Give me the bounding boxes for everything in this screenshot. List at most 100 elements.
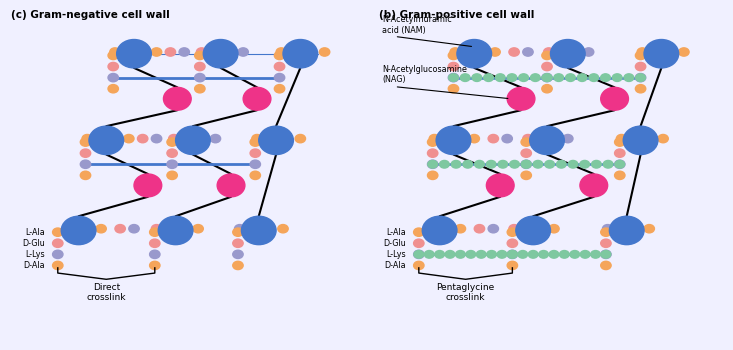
Ellipse shape [603,160,613,168]
Ellipse shape [644,40,679,68]
Text: D-Ala: D-Ala [384,261,405,270]
Ellipse shape [449,62,459,71]
Ellipse shape [583,48,594,56]
Ellipse shape [89,126,124,155]
Ellipse shape [554,74,564,82]
Ellipse shape [150,239,160,247]
Ellipse shape [589,74,599,82]
Ellipse shape [542,62,552,71]
Ellipse shape [507,88,535,110]
Ellipse shape [490,48,500,56]
Ellipse shape [533,160,542,168]
Ellipse shape [96,225,106,233]
Ellipse shape [53,239,63,247]
Ellipse shape [110,48,120,56]
Ellipse shape [81,149,91,158]
Ellipse shape [233,261,243,270]
Ellipse shape [544,48,554,56]
Ellipse shape [413,250,424,259]
Ellipse shape [435,251,444,258]
Ellipse shape [62,216,96,245]
Ellipse shape [530,126,564,155]
Ellipse shape [636,74,646,82]
Ellipse shape [658,134,668,143]
Ellipse shape [509,160,520,168]
Ellipse shape [679,48,689,56]
Ellipse shape [195,85,205,93]
Ellipse shape [624,74,634,82]
Ellipse shape [601,228,611,236]
Ellipse shape [539,251,548,258]
Ellipse shape [455,251,465,258]
Ellipse shape [487,174,514,197]
Ellipse shape [53,250,63,259]
Ellipse shape [636,51,646,60]
Ellipse shape [476,251,486,258]
Ellipse shape [474,225,485,233]
Ellipse shape [455,225,465,233]
Ellipse shape [440,160,449,168]
Ellipse shape [542,74,552,82]
Ellipse shape [179,48,189,56]
Ellipse shape [276,48,287,56]
Ellipse shape [509,48,519,56]
Ellipse shape [129,225,139,233]
Ellipse shape [601,250,611,259]
Ellipse shape [163,88,191,110]
Ellipse shape [195,74,205,82]
Ellipse shape [250,171,260,180]
Ellipse shape [623,126,658,155]
Ellipse shape [466,251,476,258]
Ellipse shape [430,134,440,143]
Ellipse shape [609,216,644,245]
Ellipse shape [108,62,119,71]
Ellipse shape [150,228,160,236]
Ellipse shape [252,134,262,143]
Ellipse shape [603,225,613,233]
Ellipse shape [241,216,276,245]
Ellipse shape [427,138,438,146]
Ellipse shape [601,261,611,270]
Ellipse shape [422,216,457,245]
Ellipse shape [295,134,306,143]
Ellipse shape [460,74,470,82]
Ellipse shape [518,251,528,258]
Ellipse shape [521,160,531,168]
Ellipse shape [196,48,207,56]
Ellipse shape [550,40,585,68]
Ellipse shape [210,134,221,143]
Ellipse shape [203,40,238,68]
Ellipse shape [250,138,260,146]
Ellipse shape [523,48,533,56]
Ellipse shape [507,261,517,270]
Ellipse shape [81,171,91,180]
Ellipse shape [274,62,284,71]
Ellipse shape [614,138,625,146]
Ellipse shape [250,160,260,168]
Ellipse shape [472,74,482,82]
Ellipse shape [436,126,471,155]
Ellipse shape [445,251,455,258]
Ellipse shape [615,160,625,168]
Ellipse shape [563,134,573,143]
Ellipse shape [193,225,203,233]
Ellipse shape [521,171,531,180]
Ellipse shape [559,251,570,258]
Ellipse shape [614,160,625,168]
Ellipse shape [53,228,63,236]
Ellipse shape [278,225,288,233]
Ellipse shape [549,251,559,258]
Ellipse shape [151,134,162,143]
Ellipse shape [283,40,317,68]
Ellipse shape [516,216,550,245]
Ellipse shape [233,250,243,259]
Ellipse shape [449,85,459,93]
Ellipse shape [542,85,552,93]
Ellipse shape [469,134,479,143]
Text: L-Lys: L-Lys [25,250,45,259]
Ellipse shape [549,225,559,233]
Ellipse shape [616,134,627,143]
Text: D-Glu: D-Glu [22,239,45,248]
Ellipse shape [578,74,587,82]
Ellipse shape [195,62,205,71]
